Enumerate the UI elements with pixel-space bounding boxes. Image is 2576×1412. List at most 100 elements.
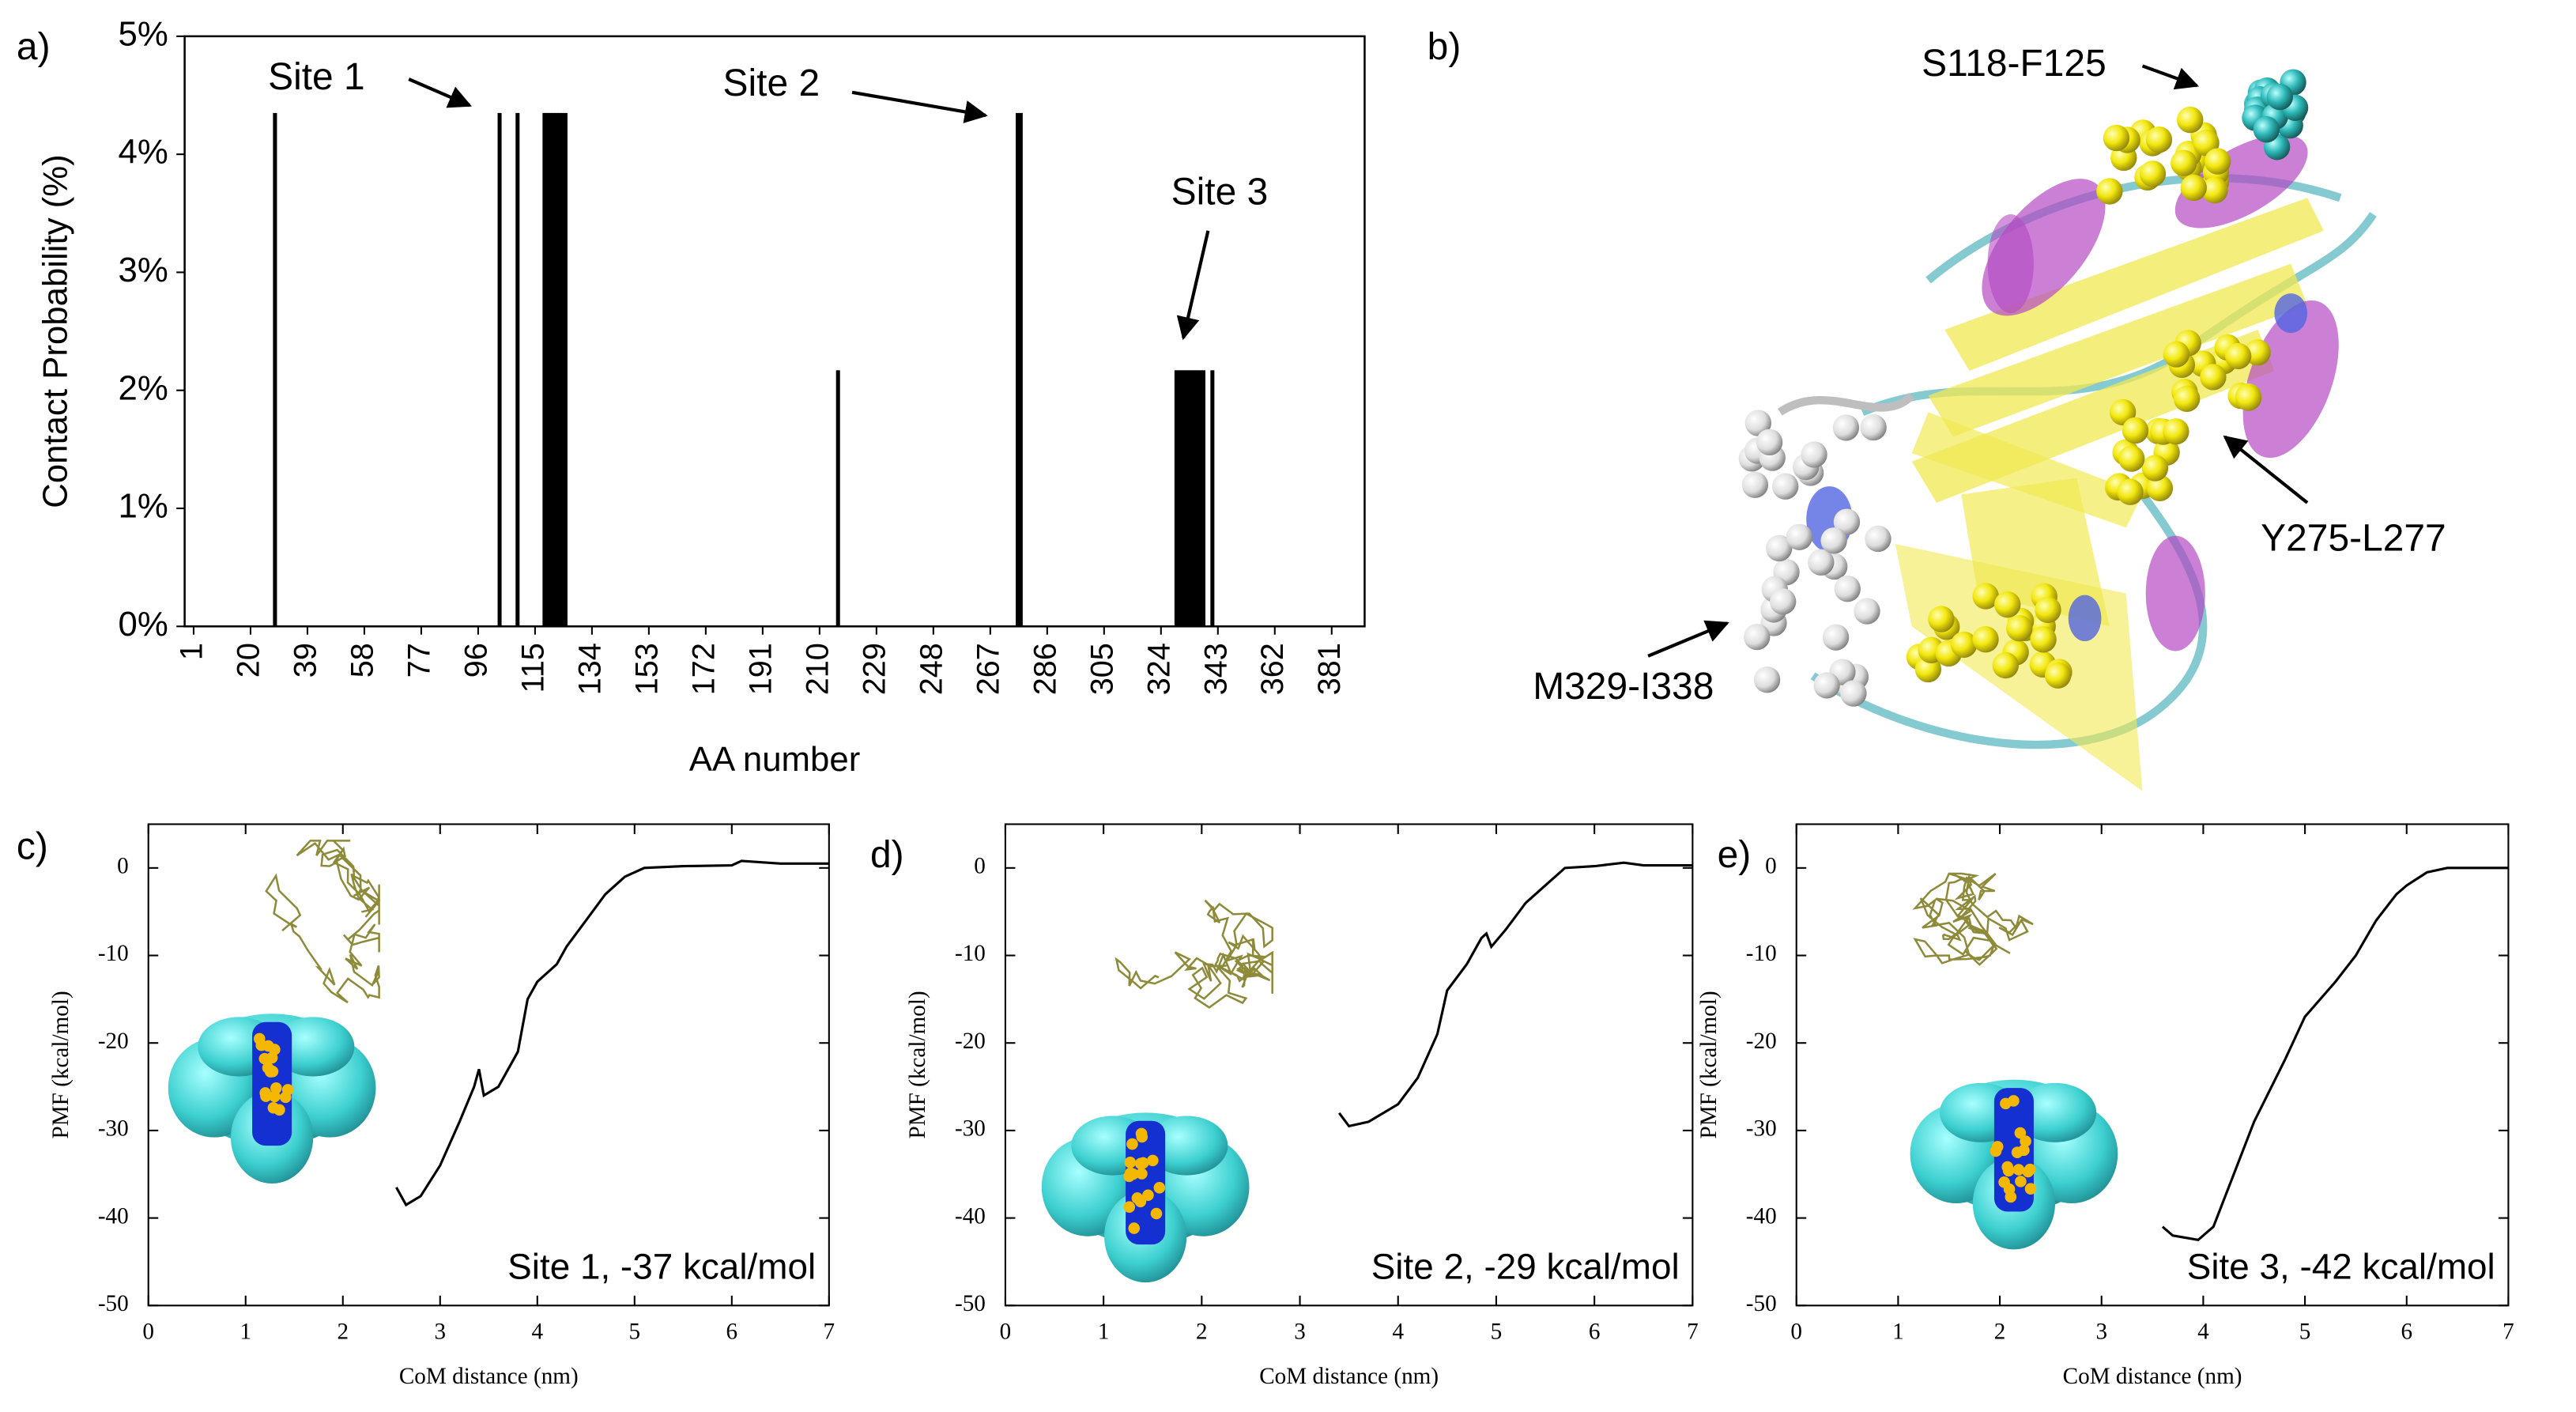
x-tick-label: 7 — [824, 1319, 835, 1344]
bar — [1210, 370, 1215, 627]
sphere — [2118, 445, 2145, 472]
sphere — [1865, 525, 1891, 553]
sphere — [2224, 342, 2252, 370]
panel-label: b) — [1428, 26, 1461, 68]
bar — [1195, 370, 1200, 627]
sphere — [2139, 160, 2167, 187]
plot-frame — [1004, 823, 1694, 1307]
ligand-atom — [2020, 1135, 2031, 1147]
sphere — [2035, 596, 2061, 624]
bar — [1186, 370, 1191, 627]
ligand-atom — [1153, 1182, 1166, 1194]
x-tick-label: 1 — [174, 643, 209, 660]
annotation: M329-I338 — [1533, 666, 1714, 708]
y-axis-title: PMF (kcal/mol) — [1696, 991, 1722, 1138]
bar — [1180, 370, 1185, 627]
sphere — [2117, 478, 2144, 505]
sphere — [1822, 624, 1850, 651]
x-tick-label: 286 — [1028, 643, 1062, 695]
sphere — [1808, 549, 1835, 576]
ligand-atom — [2003, 1183, 2016, 1195]
sphere — [1769, 588, 1797, 615]
annotation: Site 3 — [1171, 172, 1269, 213]
arrow — [2141, 64, 2200, 90]
x-tick-label: 191 — [743, 643, 778, 695]
y-tick-label: 3% — [118, 251, 168, 289]
y-tick-label: -40 — [98, 1203, 129, 1229]
arrow — [851, 90, 988, 123]
plot-frame — [183, 35, 1366, 628]
bar — [548, 112, 553, 627]
x-tick-label: 7 — [2502, 1319, 2514, 1344]
bar — [1201, 370, 1205, 627]
ligand-atom — [253, 1033, 266, 1045]
ligand-atom — [269, 1090, 281, 1103]
sphere — [2253, 116, 2280, 143]
sphere — [1741, 471, 1769, 498]
bar — [1198, 370, 1203, 627]
x-tick-label: 343 — [1198, 643, 1233, 695]
ligand-atom — [2011, 1146, 2023, 1158]
bar — [554, 112, 559, 627]
bar — [273, 112, 277, 627]
sphere — [2103, 124, 2130, 152]
y-tick-label: -20 — [955, 1029, 986, 1054]
y-axis-title: PMF (kcal/mol) — [48, 991, 74, 1138]
x-tick-label: 381 — [1312, 643, 1347, 695]
protein-illustration — [1738, 69, 2377, 791]
sphere — [2096, 178, 2123, 205]
ligand-atom — [1131, 1192, 1144, 1204]
x-tick-label: 3 — [1294, 1319, 1306, 1344]
bar — [497, 112, 502, 627]
sphere — [2173, 385, 2201, 412]
sphere — [2177, 106, 2204, 134]
ligand-atom — [1126, 1138, 1138, 1150]
sphere — [2145, 126, 2173, 153]
ligand-atom — [262, 1040, 274, 1052]
x-tick-label: 229 — [857, 643, 892, 695]
ligand-atom — [1142, 1189, 1154, 1202]
x-axis-title: AA number — [689, 740, 861, 779]
sphere — [1854, 598, 1880, 625]
y-tick-label: 1% — [118, 487, 168, 526]
sphere — [1834, 576, 1861, 602]
panel-label: e) — [1718, 834, 1752, 876]
backbone-trace — [1912, 872, 2034, 966]
bar — [1183, 370, 1188, 627]
pmf-line — [2161, 866, 2509, 1241]
annotation: Site 2, -29 kcal/mol — [1371, 1246, 1680, 1287]
ligand-atom — [279, 1091, 292, 1104]
sphere — [1992, 651, 2020, 679]
sphere — [2180, 174, 2207, 202]
ligand-atom — [1147, 1154, 1159, 1167]
bar — [545, 112, 550, 627]
y-tick-label: -20 — [98, 1029, 129, 1054]
sphere — [1744, 623, 1771, 651]
sphere — [1972, 626, 1999, 653]
ligand-atom — [2012, 1164, 2025, 1176]
x-tick-label: 2 — [337, 1319, 349, 1344]
pmf-line — [1337, 861, 1693, 1128]
bar — [1018, 112, 1023, 627]
sphere — [1840, 680, 1867, 707]
arrow — [1647, 620, 1729, 658]
y-tick-label: -40 — [1746, 1203, 1777, 1229]
sphere — [2141, 455, 2169, 481]
sphere — [2201, 176, 2228, 204]
x-axis-title: CoM distance (nm) — [2063, 1364, 2242, 1389]
y-tick-label: -50 — [1746, 1291, 1777, 1316]
y-axis-title: PMF (kcal/mol) — [905, 991, 930, 1138]
x-tick-label: 0 — [1790, 1319, 1802, 1344]
x-tick-label: 6 — [2401, 1319, 2412, 1344]
y-tick-label: 0 — [117, 854, 129, 879]
backbone-trace — [1115, 899, 1273, 1009]
ligand-atom — [1136, 1168, 1148, 1180]
bar — [515, 112, 520, 627]
plot-frame — [1795, 823, 2510, 1307]
sphere — [2266, 83, 2293, 111]
panel-label: d) — [870, 834, 904, 876]
ligand-atom — [1123, 1201, 1136, 1214]
x-tick-label: 4 — [2197, 1319, 2209, 1344]
surface — [1145, 1116, 1228, 1176]
